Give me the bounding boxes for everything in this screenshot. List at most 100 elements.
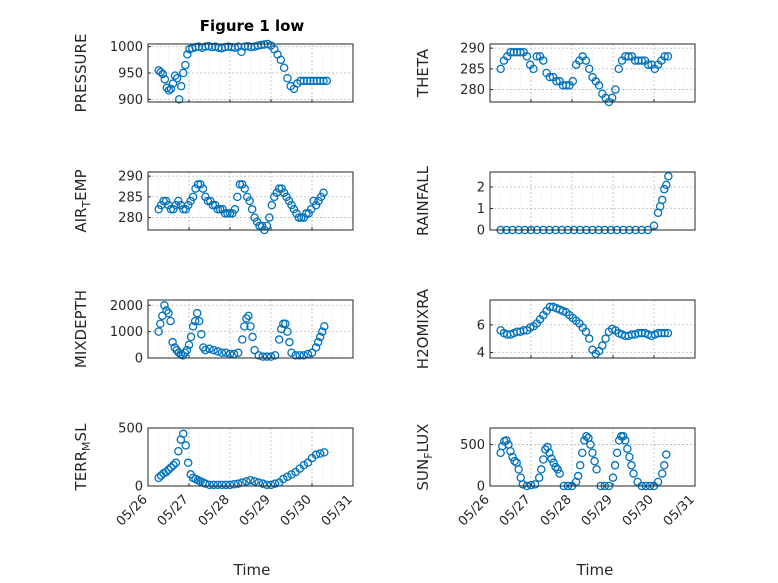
x-tick-label: 05/26 [114,492,151,529]
x-tick-label: 05/28 [538,492,575,529]
data-point [205,480,214,490]
data-point [545,448,554,458]
data-point [530,480,540,489]
data-point [233,192,242,202]
data-point [664,172,673,181]
data-point [299,460,309,470]
axes-frame [489,171,696,231]
data-point [238,335,247,344]
data-point [662,180,671,190]
data-point [164,465,173,475]
data-point [662,450,671,459]
y-tick-label: 4 [477,346,485,361]
data-point [171,200,181,210]
data-point [252,217,262,226]
data-point [582,432,591,441]
data-point [281,319,290,328]
data-point [233,348,243,357]
data-point [162,306,171,315]
data-point [179,68,188,78]
y-axis-label: H2OMIXRA [414,288,432,369]
data-point [201,479,210,488]
data-point [552,77,561,86]
data-point [181,60,190,70]
data-point [581,327,591,337]
data-point [199,343,208,352]
data-point [193,180,203,189]
data-point [229,480,239,489]
y-tick-label: 0 [135,352,143,367]
data-point [302,209,311,218]
data-point [311,200,321,210]
data-point [262,480,272,490]
x-axis-label-right: Time [576,561,614,579]
data-point [217,348,227,357]
data-point [154,205,163,214]
data-point [161,196,171,206]
data-point [614,64,623,74]
y-tick-label: 0 [135,480,143,495]
data-point [294,213,304,222]
data-point [171,458,181,468]
data-point [322,76,332,86]
subplot-mixdepth: 0 1000 2000 MIXDEPTH [72,290,354,368]
y-tick-label: 2 [477,181,485,196]
data-point [320,322,329,331]
x-tick-label: 05/31 [319,492,356,529]
data-point [273,50,282,59]
data-point [537,465,546,474]
data-point [292,209,301,218]
data-point [279,63,289,72]
data-point [183,458,193,468]
data-point [160,75,170,84]
axes-frame [489,43,696,103]
data-point [660,461,669,470]
data-point [250,213,259,222]
data-point [291,351,300,360]
data-point [547,454,556,463]
data-point [178,351,188,360]
data-point [166,316,175,326]
data-point [309,196,318,206]
data-point [283,327,292,336]
data-point [240,322,249,331]
data-point [584,64,594,74]
axes-frame [147,43,354,103]
data-point [522,52,532,61]
data-point [213,347,222,356]
data-point [284,196,294,206]
data-point [166,205,176,214]
data-point [254,351,263,360]
data-point [221,348,231,357]
data-point [584,334,594,343]
y-tick-label: 285 [118,190,143,205]
data-point [514,465,523,474]
data-point [287,470,296,479]
data-point [215,205,225,214]
data-point [159,196,168,206]
data-point [588,448,597,458]
data-point [258,479,268,488]
data-point [265,213,274,222]
y-tick-label: 950 [118,67,143,82]
data-point [299,213,309,222]
data-point [282,192,291,202]
data-point [164,86,174,95]
data-point [267,200,277,210]
data-point [653,477,663,487]
data-point [633,477,642,487]
data-point [510,456,519,466]
data-point [270,351,280,360]
data-point [179,429,188,439]
data-point [549,458,558,468]
axes-frame [147,299,354,359]
y-tick-label: 1 [477,202,485,217]
data-point [317,327,327,336]
data-point [247,205,257,214]
data-point [586,440,595,449]
data-point [228,209,237,218]
data-point [627,461,636,470]
y-tick-label: 6 [477,318,485,333]
data-point [311,343,321,352]
data-point [183,200,193,210]
